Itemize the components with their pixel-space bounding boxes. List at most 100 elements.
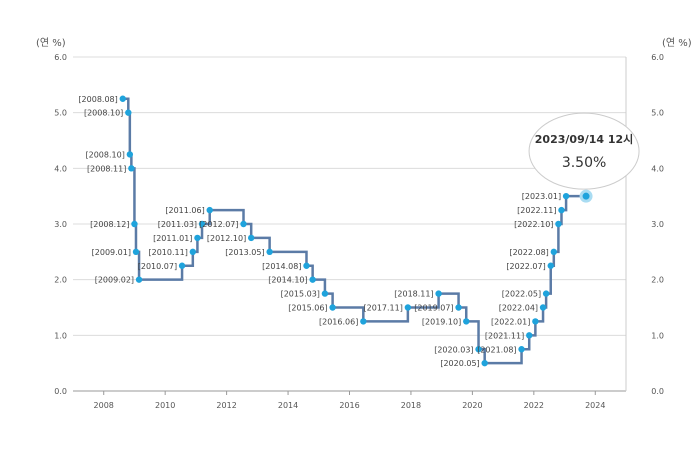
data-point[interactable]: [558, 206, 565, 214]
data-point[interactable]: [240, 220, 247, 228]
y-tick-label: 6.0: [651, 53, 664, 62]
data-label: [2023.01]: [522, 192, 561, 201]
data-label: [2014.10]: [268, 276, 307, 285]
data-labels: [2008.08] [2008.10] [2008.10] [2008.11] [200…: [78, 95, 561, 368]
data-label: [2022.10]: [514, 220, 553, 229]
y-tick-label: 4.0: [54, 164, 67, 173]
data-point[interactable]: [178, 262, 186, 269]
data-point[interactable]: [435, 290, 442, 297]
data-point[interactable]: [303, 262, 310, 269]
y-tick-label: 2.0: [54, 276, 67, 285]
y-tick-label: 0.0: [651, 387, 664, 396]
data-point[interactable]: [266, 248, 273, 256]
data-point[interactable]: [247, 234, 255, 242]
data-label: [2019.10]: [422, 317, 461, 326]
data-point[interactable]: [542, 290, 550, 297]
data-label: [2016.06]: [319, 317, 358, 326]
data-point[interactable]: [309, 276, 316, 283]
data-point[interactable]: [135, 276, 143, 283]
x-axis: 2008 2010 2012 2014 2016 2018 2020 2022 2024: [94, 391, 605, 410]
data-label: [2020.05]: [440, 359, 479, 368]
x-tick-label: 2020: [462, 401, 482, 410]
data-point[interactable]: [132, 248, 140, 256]
data-label: [2022.11]: [517, 206, 556, 215]
data-label: [2008.12]: [90, 220, 129, 229]
data-label: [2012.07]: [199, 220, 238, 229]
x-tick-label: 2018: [401, 401, 421, 410]
x-tick-label: 2022: [524, 401, 544, 410]
y-tick-label: 4.0: [651, 164, 664, 173]
data-label: [2010.07]: [138, 262, 177, 271]
data-label: [2011.06]: [165, 206, 204, 215]
data-point[interactable]: [550, 248, 558, 256]
data-label: [2008.10]: [84, 109, 123, 118]
data-point[interactable]: [198, 220, 206, 228]
data-label: [2015.03]: [281, 290, 320, 299]
data-point[interactable]: [562, 192, 570, 200]
data-point[interactable]: [404, 304, 412, 311]
data-point[interactable]: [128, 165, 135, 172]
data-label: [2021.11]: [485, 331, 524, 340]
data-point[interactable]: [475, 346, 482, 353]
data-label: [2011.01]: [153, 234, 192, 243]
data-label: [2021.08]: [477, 345, 516, 354]
data-point[interactable]: [131, 220, 138, 228]
data-label: [2010.11]: [148, 248, 187, 257]
data-point[interactable]: [539, 304, 547, 311]
data-label: [2022.01]: [491, 317, 530, 326]
tooltip: 2023/09/14 12시 3.50%: [528, 112, 640, 190]
data-point[interactable]: [547, 262, 554, 269]
data-label: [2022.07]: [506, 262, 545, 271]
data-point[interactable]: [189, 248, 197, 256]
y-axis-left-unit: (연 %): [36, 37, 66, 49]
data-label: [2015.06]: [288, 304, 327, 313]
y-tick-label: 1.0: [651, 331, 664, 340]
tooltip-bubble: [528, 112, 640, 190]
data-point[interactable]: [481, 359, 488, 367]
y-tick-label: 0.0: [54, 387, 67, 396]
data-point[interactable]: [555, 220, 562, 228]
data-point[interactable]: [119, 95, 126, 102]
x-tick-label: 2024: [585, 401, 605, 410]
series-line: [122, 97, 587, 365]
data-label: [2020.03]: [434, 345, 473, 354]
data-label: [2017.11]: [364, 304, 403, 313]
data-label: [2008.10]: [86, 150, 125, 159]
x-tick-label: 2008: [94, 401, 114, 410]
data-point[interactable]: [126, 151, 134, 158]
data-label: [2009.01]: [92, 248, 131, 257]
y-tick-label: 5.0: [651, 109, 664, 118]
data-label: [2022.08]: [509, 248, 548, 257]
data-point[interactable]: [194, 234, 201, 242]
data-label: [2022.05]: [502, 290, 541, 299]
data-label: [2008.08]: [78, 95, 117, 104]
data-point[interactable]: [455, 304, 462, 311]
data-point[interactable]: [206, 206, 213, 214]
tooltip-date: 2023/09/14 12시: [535, 133, 634, 146]
data-label: [2008.11]: [87, 164, 126, 173]
y-tick-label: 3.0: [651, 220, 664, 229]
data-point[interactable]: [526, 332, 533, 339]
data-label: [2012.10]: [207, 234, 246, 243]
x-tick-label: 2012: [216, 401, 236, 410]
data-point[interactable]: [125, 109, 132, 116]
y-axis-left: 0.0 1.0 2.0 3.0 4.0 5.0 6.0: [54, 53, 67, 396]
y-tick-label: 5.0: [54, 109, 67, 118]
data-label: [2022.04]: [499, 304, 538, 313]
y-tick-label: 3.0: [54, 220, 67, 229]
data-point[interactable]: [329, 304, 336, 311]
y-tick-label: 1.0: [54, 331, 67, 340]
y-axis-right: 0.0 1.0 2.0 3.0 4.0 5.0 6.0: [651, 53, 664, 396]
data-label: [2014.08]: [262, 262, 301, 271]
data-label: [2009.02]: [95, 276, 134, 285]
data-points[interactable]: [119, 95, 570, 367]
data-point[interactable]: [463, 318, 470, 325]
data-label: [2013.05]: [225, 248, 264, 257]
data-point[interactable]: [321, 290, 329, 297]
current-value-point[interactable]: [579, 189, 593, 203]
data-label: [2011.03]: [158, 220, 197, 229]
data-point[interactable]: [532, 318, 539, 325]
data-point[interactable]: [360, 318, 367, 325]
data-point[interactable]: [518, 346, 525, 353]
